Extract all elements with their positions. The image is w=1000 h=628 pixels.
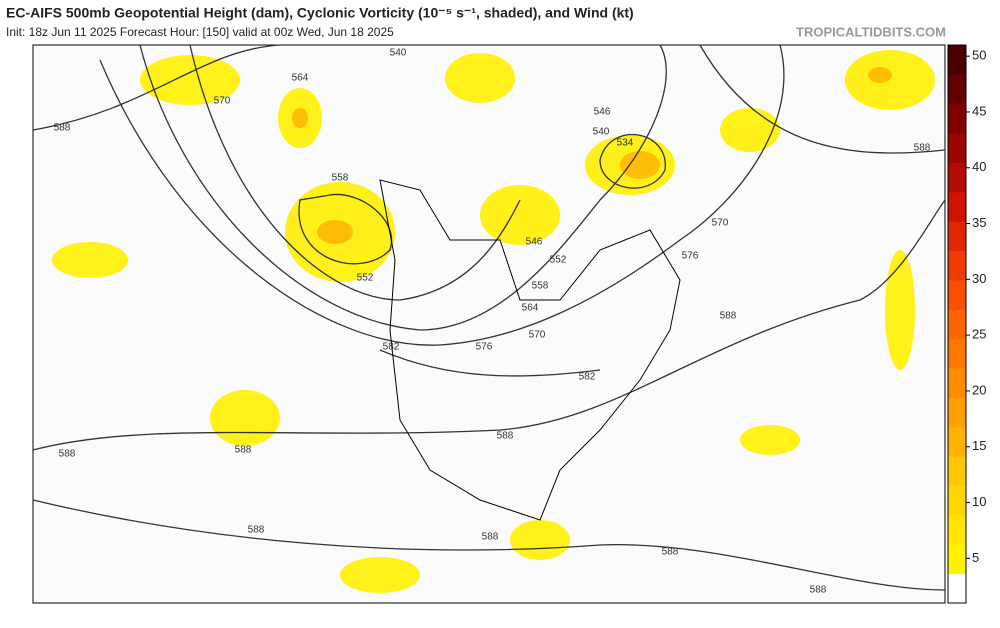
- map-subtitle: Init: 18z Jun 11 2025 Forecast Hour: [15…: [6, 25, 394, 39]
- colorbar-band: [948, 514, 966, 545]
- contour-label: 534: [617, 138, 634, 149]
- colorbar-tick-label: 45: [972, 103, 986, 118]
- contour-label: 588: [482, 532, 499, 543]
- vorticity-shading-strong: [292, 67, 892, 244]
- colorbar-tick-label: 25: [972, 327, 986, 342]
- colorbar-band: [948, 544, 966, 575]
- site-name: TROPICALTIDBITS.COM: [796, 24, 946, 39]
- map-title: EC-AIFS 500mb Geopotential Height (dam),…: [6, 5, 634, 21]
- height-contours: [32, 44, 946, 591]
- colorbar-band: [948, 74, 966, 105]
- colorbar-band: [948, 397, 966, 428]
- contour-label: 558: [532, 281, 549, 292]
- contour-label: 564: [292, 73, 309, 84]
- colorbar-band: [948, 456, 966, 487]
- colorbar-tick-label: 40: [972, 159, 986, 174]
- colorbar-band: [948, 221, 966, 252]
- contour-label: 570: [214, 96, 231, 107]
- contour-label: 570: [712, 218, 729, 229]
- contour-label: 570: [529, 330, 546, 341]
- colorbar-band: [948, 338, 966, 369]
- contour-label: 540: [593, 127, 610, 138]
- colorbar-frame: [947, 44, 967, 604]
- contour-label: 588: [720, 311, 737, 322]
- contour-label: 576: [682, 251, 699, 262]
- colorbar: 5 10 15 20 25 30 35 40 45 50: [947, 44, 986, 604]
- colorbar-band: [948, 103, 966, 134]
- contour-label: 546: [526, 237, 543, 248]
- contour-label: 588: [235, 445, 252, 456]
- colorbar-tick-label: 35: [972, 215, 986, 230]
- colorbar-tick-label: 30: [972, 271, 986, 286]
- contour-label: 582: [579, 372, 596, 383]
- vorticity-shading: [52, 50, 935, 593]
- map-frame: [32, 44, 946, 604]
- contour-label: 552: [357, 273, 374, 284]
- map-area: 564 570 588 558 552 540 546 540 534 546 552 558 564 5…: [32, 44, 946, 604]
- colorbar-band: [948, 45, 966, 75]
- contour-label: 588: [914, 143, 931, 154]
- contour-label: 540: [390, 48, 407, 59]
- colorbar-tick-label: 15: [972, 438, 986, 453]
- colorbar-band: [948, 191, 966, 222]
- colorbar-band: [948, 309, 966, 340]
- contour-label: 588: [248, 525, 265, 536]
- colorbar-tick-label: 20: [972, 382, 986, 397]
- colorbar-band: [948, 133, 966, 163]
- contour-label: 558: [332, 173, 349, 184]
- colorbar-band: [948, 250, 966, 281]
- colorbar-band: [948, 573, 966, 604]
- contour-label: 588: [497, 431, 514, 442]
- coastline: [379, 179, 681, 521]
- contour-label: 588: [59, 449, 76, 460]
- colorbar-band: [948, 162, 966, 193]
- contour-label: 564: [522, 303, 539, 314]
- contour-label: 576: [476, 342, 493, 353]
- contour-label: 582: [383, 342, 400, 353]
- colorbar-band: [948, 485, 966, 516]
- contour-labels: 564 570 588 558 552 540 546 540 534 546 552 558 564 5…: [54, 48, 931, 596]
- colorbar-tick-label: 50: [972, 48, 986, 63]
- contour-label: 552: [550, 255, 567, 266]
- colorbar-tick-label: 5: [972, 550, 979, 565]
- colorbar-band: [948, 368, 966, 398]
- colorbar-band: [948, 279, 966, 310]
- contour-label: 588: [662, 547, 679, 558]
- contour-label: 588: [54, 123, 71, 134]
- contour-label: 546: [594, 107, 611, 118]
- colorbar-band: [948, 426, 966, 457]
- contour-label: 588: [810, 585, 827, 596]
- colorbar-tick-label: 10: [972, 494, 986, 509]
